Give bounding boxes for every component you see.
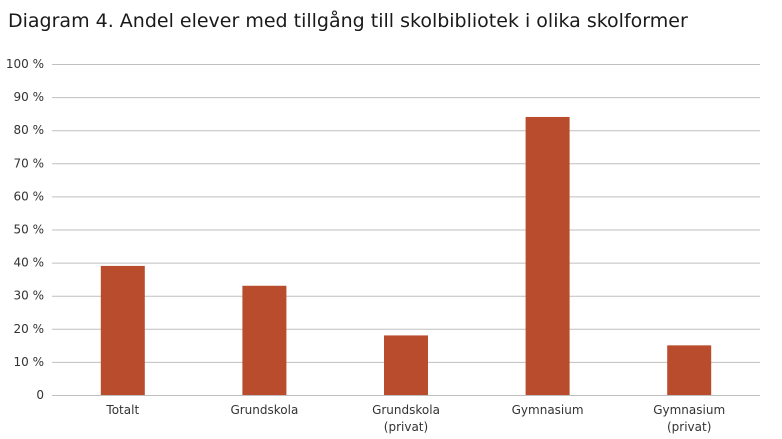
category-label-line: Gymnasium (512, 403, 584, 417)
y-tick-label: 100 % (6, 57, 44, 71)
bar (100, 265, 145, 395)
y-tick-label: 90 % (14, 90, 45, 104)
category-label-line: Grundskola (372, 403, 440, 417)
category-label: Gymnasium (privat) (653, 403, 725, 434)
category-label-line: (privat) (667, 420, 711, 434)
gridlines (52, 64, 760, 396)
bar (667, 345, 712, 395)
bar (384, 335, 428, 395)
y-tick-label: 10 % (14, 355, 45, 369)
category-label-line: (privat) (384, 420, 428, 434)
chart-title: Diagram 4. Andel elever med tillgång til… (8, 10, 688, 32)
category-label: Gymnasium (512, 403, 584, 417)
y-tick-label: 80 % (14, 123, 45, 137)
category-label: Grundskola (230, 403, 298, 417)
bar (242, 285, 287, 395)
category-label-line: Gymnasium (653, 403, 725, 417)
y-tick-label: 40 % (14, 256, 45, 270)
category-label: Grundskola (privat) (372, 403, 440, 434)
y-tick-label: 20 % (14, 322, 45, 336)
y-tick-label: 0 (36, 388, 44, 402)
y-axis-tick-labels: 0 10 % 20 % 30 % 40 % 50 % 60 % 70 % 80 % 90 % 100… (6, 57, 44, 402)
category-label-line: Grundskola (230, 403, 298, 417)
y-tick-label: 60 % (14, 189, 45, 203)
y-tick-label: 50 % (14, 223, 45, 237)
category-label-line: Totalt (105, 403, 139, 417)
bar (525, 116, 570, 396)
bars (100, 116, 712, 396)
x-axis-category-labels: Totalt Grundskola Grundskola (privat)Gymnas… (105, 403, 725, 434)
y-tick-label: 70 % (14, 156, 45, 170)
category-label: Totalt (105, 403, 139, 417)
y-tick-label: 30 % (14, 289, 45, 303)
